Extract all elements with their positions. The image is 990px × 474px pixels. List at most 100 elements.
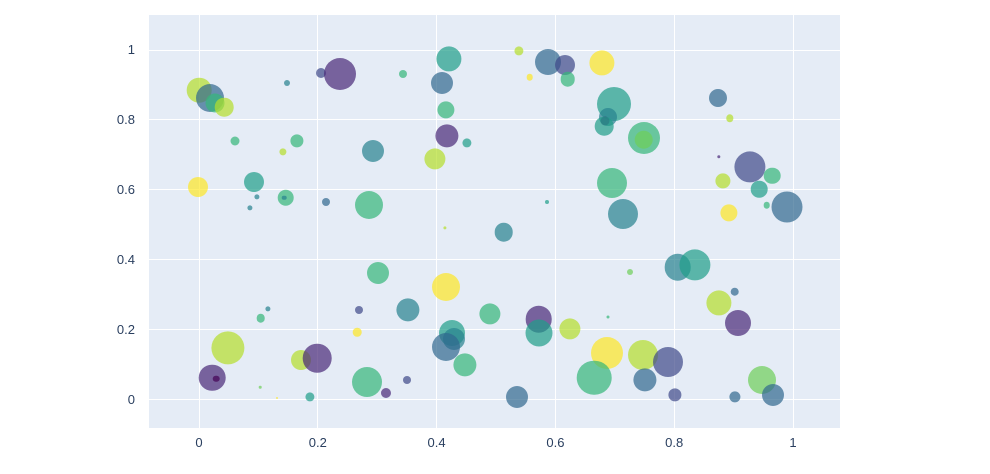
- bubble-point[interactable]: [706, 290, 732, 316]
- x-axis-tick-label: 1: [789, 435, 797, 450]
- bubble-point[interactable]: [366, 261, 389, 284]
- bubble-point[interactable]: [247, 205, 253, 211]
- bubble-point[interactable]: [734, 151, 766, 183]
- bubble-point[interactable]: [763, 201, 771, 209]
- bubble-point[interactable]: [212, 375, 220, 383]
- bubble-point[interactable]: [730, 287, 740, 297]
- bubble-point[interactable]: [763, 167, 781, 185]
- bubble-point[interactable]: [627, 340, 658, 371]
- bubble-point[interactable]: [275, 397, 278, 400]
- bubble-point[interactable]: [323, 58, 356, 91]
- bubble-point[interactable]: [525, 319, 553, 347]
- gridline-x: [673, 15, 675, 428]
- bubble-point[interactable]: [214, 97, 234, 117]
- bubble-point[interactable]: [254, 194, 260, 200]
- gridline-x: [554, 15, 556, 428]
- bubble-point[interactable]: [633, 368, 657, 392]
- bubble-point[interactable]: [514, 46, 524, 56]
- bubble-point[interactable]: [554, 55, 575, 76]
- bubble-point[interactable]: [354, 190, 383, 219]
- x-axis-tick-label: 0.6: [546, 435, 565, 450]
- plot-area: [149, 15, 840, 428]
- bubble-point[interactable]: [352, 327, 362, 337]
- bubble-point[interactable]: [750, 180, 768, 198]
- bubble-point[interactable]: [589, 50, 615, 76]
- bubble-point[interactable]: [283, 79, 290, 86]
- bubble-point[interactable]: [608, 198, 639, 229]
- y-axis-tick-label: 0.4: [116, 251, 135, 267]
- bubble-point[interactable]: [244, 172, 265, 193]
- bubble-point[interactable]: [430, 71, 453, 94]
- y-axis-tick-label: 0.8: [116, 111, 135, 127]
- bubble-point[interactable]: [443, 226, 447, 230]
- bubble-point[interactable]: [256, 313, 266, 323]
- bubble-point[interactable]: [715, 173, 731, 189]
- gridline-y: [149, 189, 840, 191]
- gridline-x: [198, 15, 200, 428]
- gridline-x: [792, 15, 794, 428]
- bubble-point[interactable]: [436, 46, 462, 72]
- gridline-x: [317, 15, 319, 428]
- bubble-point[interactable]: [560, 71, 576, 87]
- bubble-point[interactable]: [453, 353, 477, 377]
- bubble-point[interactable]: [606, 315, 610, 319]
- bubble-point[interactable]: [381, 387, 392, 398]
- bubble-point[interactable]: [281, 195, 287, 201]
- y-axis-tick-label: 0.2: [116, 321, 135, 337]
- bubble-point[interactable]: [729, 391, 741, 403]
- bubble-point[interactable]: [362, 140, 385, 162]
- bubble-point[interactable]: [187, 177, 208, 197]
- x-axis-tick-label: 0.2: [308, 435, 327, 450]
- bubble-point[interactable]: [720, 204, 738, 222]
- bubble-point[interactable]: [724, 309, 751, 336]
- bubble-point[interactable]: [322, 198, 331, 207]
- bubble-point[interactable]: [398, 70, 407, 79]
- y-axis-tick-label: 0.6: [116, 181, 135, 197]
- bubble-point[interactable]: [305, 392, 315, 402]
- bubble-point[interactable]: [211, 331, 245, 365]
- bubble-point[interactable]: [717, 155, 721, 159]
- bubble-point[interactable]: [437, 101, 455, 119]
- bubble-point[interactable]: [526, 73, 534, 81]
- bubble-point[interactable]: [494, 222, 514, 242]
- bubble-point[interactable]: [505, 386, 528, 409]
- bubble-point[interactable]: [771, 191, 803, 223]
- bubble-point[interactable]: [462, 138, 472, 148]
- bubble-point[interactable]: [290, 134, 304, 148]
- bubble-point[interactable]: [594, 116, 614, 136]
- bubble-point[interactable]: [435, 124, 459, 148]
- bubble-point[interactable]: [726, 114, 734, 122]
- bubble-point[interactable]: [396, 298, 420, 322]
- bubble-point[interactable]: [545, 200, 550, 205]
- bubble-point[interactable]: [424, 148, 446, 170]
- bubble-point[interactable]: [354, 306, 363, 315]
- bubble-point[interactable]: [352, 367, 383, 398]
- bubble-point[interactable]: [230, 136, 240, 146]
- bubble-point[interactable]: [679, 249, 711, 281]
- bubble-point[interactable]: [265, 306, 271, 312]
- bubble-point[interactable]: [709, 88, 728, 107]
- bubble-point[interactable]: [402, 375, 411, 384]
- bubble-point[interactable]: [315, 68, 326, 79]
- gridline-y: [149, 399, 840, 400]
- x-axis-tick-label: 0: [195, 435, 203, 450]
- bubble-point[interactable]: [559, 318, 581, 340]
- bubble-point[interactable]: [258, 385, 262, 389]
- bubble-point[interactable]: [627, 268, 634, 275]
- bubble-point[interactable]: [432, 272, 461, 301]
- bubble-point[interactable]: [576, 360, 612, 396]
- bubble-point[interactable]: [653, 347, 684, 378]
- bubble-point[interactable]: [761, 383, 784, 406]
- y-axis-tick-label: 1: [127, 42, 135, 57]
- bubble-point[interactable]: [279, 148, 287, 156]
- gridline-x: [436, 15, 438, 428]
- y-axis-tick-label: 0: [127, 391, 135, 407]
- bubble-point[interactable]: [198, 364, 226, 392]
- bubble-point[interactable]: [479, 303, 501, 325]
- bubble-point[interactable]: [634, 130, 654, 150]
- gridline-y: [149, 329, 840, 331]
- bubble-point[interactable]: [596, 168, 627, 199]
- bubble-point[interactable]: [668, 388, 682, 402]
- gridline-y: [149, 49, 840, 51]
- bubble-point[interactable]: [302, 343, 332, 373]
